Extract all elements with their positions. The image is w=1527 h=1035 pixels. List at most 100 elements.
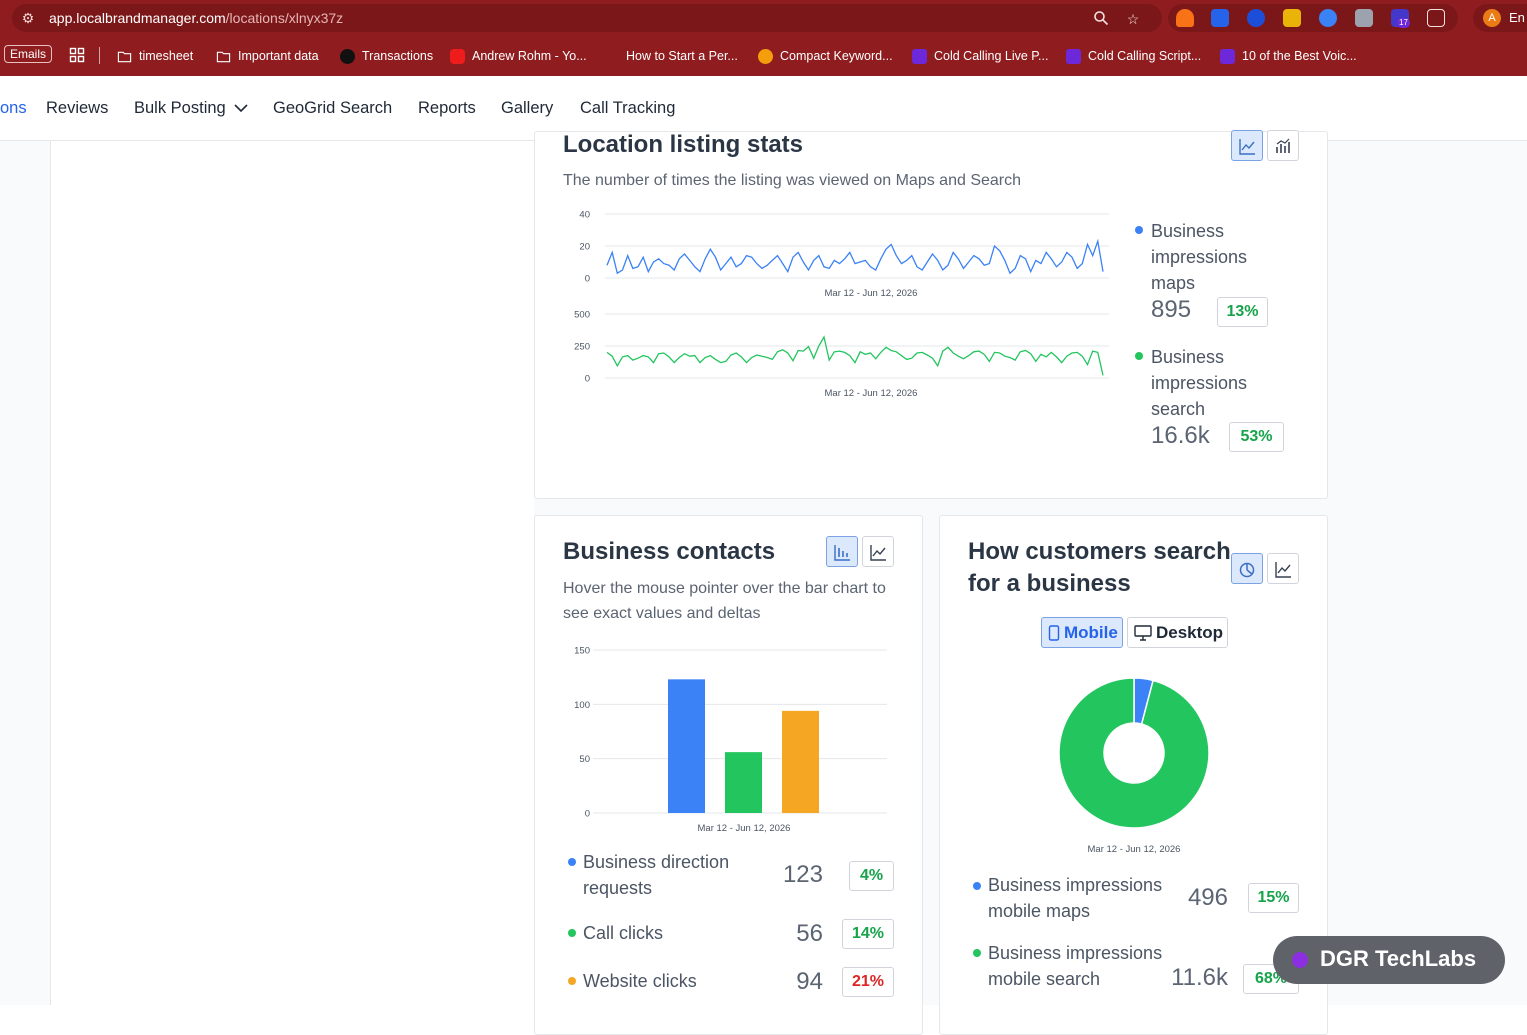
delta-badge: 13% [1217, 297, 1268, 327]
legend-value: 16.6k [1151, 422, 1210, 449]
y-tick-label: 0 [585, 809, 590, 820]
y-tick-label: 0 [585, 374, 590, 385]
legend-dot [1135, 226, 1143, 234]
profile-button[interactable]: A En [1473, 4, 1527, 32]
contacts-bar-chart: 0 50 100 150 Mar 12 - Jun 12, 2026 [574, 646, 887, 834]
listing-stats-title: Location listing stats [563, 131, 804, 158]
line-chart-toggle[interactable] [1267, 553, 1299, 584]
y-tick-label: 250 [574, 342, 590, 353]
delta-badge: 15% [1248, 883, 1299, 913]
bookmark-cold-calling-script[interactable]: Cold Calling Script... [1066, 47, 1201, 65]
bar [668, 679, 705, 813]
nav-item-reviews[interactable]: Reviews [46, 99, 109, 117]
chevron-down-icon [234, 104, 248, 113]
y-tick-label: 100 [574, 700, 590, 711]
extension-icon-camera[interactable] [1355, 9, 1373, 27]
bar-chart-toggle[interactable] [826, 536, 858, 567]
delta-badge: 21% [842, 967, 894, 997]
folder-icon [117, 51, 132, 62]
legend-name: Business impressions search [1151, 347, 1248, 419]
bookmarks-bar: Emails timesheet Important data Transact… [0, 36, 1527, 76]
page-icon [604, 49, 619, 64]
url-path: /locations/xlnyx37z [225, 10, 344, 26]
mobile-icon [1048, 625, 1060, 641]
bar-line-chart-toggle[interactable] [1267, 130, 1299, 161]
extension-icon-badge[interactable]: 17 [1391, 9, 1410, 28]
nav-item-geogrid-search[interactable]: GeoGrid Search [273, 99, 393, 117]
pie-chart-icon [1239, 562, 1255, 578]
extension-icon-sheets[interactable] [1283, 9, 1301, 27]
bookmark-label: timesheet [139, 49, 194, 63]
y-tick-label: 20 [579, 242, 590, 253]
nav-item-label: Bulk Posting [134, 99, 226, 117]
brand-icon [1220, 48, 1235, 64]
zoom-icon[interactable] [1092, 10, 1110, 28]
nav-item-gallery[interactable]: Gallery [501, 99, 554, 117]
line-chart-icon [1275, 562, 1291, 578]
chat-widget-button[interactable]: DGR TechLabs [1273, 936, 1505, 984]
avatar: A [1483, 9, 1501, 27]
nav-item-bulk-posting[interactable]: Bulk Posting [134, 99, 248, 118]
nav-item-locations[interactable]: ons [0, 99, 27, 117]
address-bar[interactable]: ⚙ app.localbrandmanager.com/locations/xl… [12, 4, 1162, 32]
brand-icon [1066, 48, 1081, 64]
desktop-toggle[interactable]: Desktop [1127, 617, 1228, 648]
pie-slice [1058, 677, 1210, 829]
brand-icon [912, 48, 927, 64]
legend-dot [568, 929, 576, 937]
bookmark-label: 10 of the Best Voic... [1242, 49, 1357, 63]
bookmark-transactions[interactable]: Transactions [340, 47, 433, 65]
nav-item-reports[interactable]: Reports [418, 99, 476, 117]
bookmark-label: Andrew Rohm - Yo... [472, 49, 587, 63]
extensions-puzzle-icon[interactable] [1427, 9, 1445, 27]
bookmark-emails[interactable]: Emails [4, 45, 53, 63]
page-content: Location listing stats The number of tim… [0, 130, 1527, 1035]
browser-toolbar: ⚙ app.localbrandmanager.com/locations/xl… [0, 0, 1527, 36]
bookmark-timesheet[interactable]: timesheet [117, 47, 193, 65]
legend-value: 56 [796, 920, 823, 947]
extension-icon-gear[interactable] [1211, 9, 1229, 27]
bookmark-best-voice[interactable]: 10 of the Best Voic... [1220, 47, 1357, 65]
legend-name: Website clicks [583, 971, 697, 991]
listing-stats-subtitle: The number of times the listing was view… [563, 172, 1022, 189]
desktop-toggle-label: Desktop [1156, 623, 1224, 642]
bar-chart-icon [834, 545, 850, 561]
extension-icon-iq[interactable] [1247, 9, 1265, 27]
pie-chart-toggle[interactable] [1231, 553, 1263, 584]
bookmark-label: Transactions [362, 49, 434, 63]
line-chart-toggle[interactable] [862, 536, 894, 567]
bookmark-important-data[interactable]: Important data [216, 47, 319, 65]
bookmark-cold-calling-live[interactable]: Cold Calling Live P... [912, 47, 1048, 65]
bookmark-label: Compact Keyword... [780, 49, 893, 63]
url-text[interactable]: app.localbrandmanager.com/locations/xlny… [49, 9, 343, 27]
legend-dot [973, 882, 981, 890]
bookmark-compact-keyword[interactable]: Compact Keyword... [758, 47, 893, 65]
bookmark-star-icon[interactable]: ☆ [1126, 11, 1140, 27]
search-donut-chart: Mar 12 - Jun 12, 2026 [1058, 677, 1210, 855]
mobile-toggle[interactable]: Mobile [1041, 617, 1123, 648]
chat-widget-label: DGR TechLabs [1320, 946, 1477, 971]
url-host: app.localbrandmanager.com [49, 10, 226, 26]
extension-icon-chess[interactable] [1176, 9, 1194, 27]
line-chart-icon [1239, 139, 1255, 155]
x-axis-label: Mar 12 - Jun 12, 2026 [1088, 844, 1181, 855]
folder-icon [216, 51, 231, 62]
legend-dot [568, 858, 576, 866]
legend-dot [568, 977, 576, 985]
y-tick-label: 50 [579, 754, 590, 765]
bookmark-andrew-rohm[interactable]: Andrew Rohm - Yo... [450, 47, 587, 65]
series-line [606, 335, 1104, 376]
legend-name: Business impressions maps [1151, 221, 1248, 293]
extension-icon-globe[interactable] [1319, 9, 1337, 27]
legend-dot [1135, 352, 1143, 360]
bookmark-label: Important data [238, 49, 319, 63]
y-tick-label: 0 [585, 274, 590, 285]
legend-name: Call clicks [583, 923, 664, 943]
bookmark-how-to-start[interactable]: How to Start a Per... [604, 47, 738, 65]
listing-stats-card: Location listing stats The number of tim… [534, 130, 1328, 499]
nav-item-call-tracking[interactable]: Call Tracking [580, 99, 676, 117]
apps-grid-icon[interactable] [69, 47, 85, 63]
line-chart-toggle[interactable] [1231, 130, 1263, 161]
site-settings-icon[interactable]: ⚙ [21, 10, 35, 26]
legend-name: Business direction requests [583, 852, 730, 898]
